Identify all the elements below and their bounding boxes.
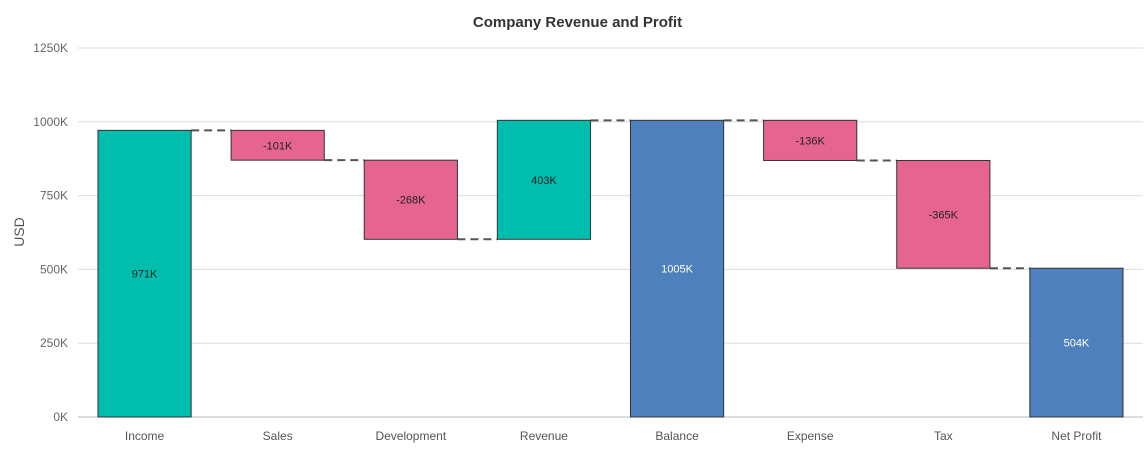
x-tick-label: Income bbox=[125, 429, 165, 443]
x-tick-label: Sales bbox=[263, 429, 293, 443]
bar-development[interactable] bbox=[363, 159, 458, 240]
y-axis-ticks: 0K 250K 500K 750K 1000K 1250K bbox=[33, 41, 68, 424]
x-tick-label: Balance bbox=[655, 429, 699, 443]
y-tick-label: 0K bbox=[53, 410, 68, 424]
data-label: 504K bbox=[1064, 338, 1090, 350]
bar-sales[interactable] bbox=[230, 129, 325, 161]
x-tick-label: Tax bbox=[934, 429, 953, 443]
y-tick-label: 1250K bbox=[33, 41, 68, 55]
y-tick-label: 250K bbox=[40, 336, 68, 350]
data-label: 403K bbox=[531, 175, 557, 187]
y-tick-label: 1000K bbox=[33, 115, 68, 129]
x-axis-ticks: Income Sales Development Revenue Balance Expe… bbox=[125, 429, 1102, 443]
x-tick-label: Development bbox=[375, 429, 446, 443]
x-tick-label: Net Profit bbox=[1051, 429, 1102, 443]
y-tick-label: 750K bbox=[40, 189, 68, 203]
chart-title: Company Revenue and Profit bbox=[472, 14, 683, 31]
data-labels: 971K -101K -268K 403K 1005K -136K -365K 504K bbox=[132, 135, 1090, 349]
x-tick-label: Expense bbox=[787, 429, 834, 443]
x-tick-label: Revenue bbox=[520, 429, 568, 443]
bar-tax[interactable] bbox=[896, 159, 991, 269]
data-label: -101K bbox=[263, 140, 293, 152]
bar-expense[interactable] bbox=[763, 119, 858, 161]
y-axis-label: USD bbox=[11, 217, 27, 247]
connector-lines bbox=[191, 119, 1030, 270]
data-label: 971K bbox=[132, 269, 158, 281]
bar-income[interactable] bbox=[97, 129, 192, 418]
data-label: 1005K bbox=[661, 264, 693, 276]
data-label: -365K bbox=[929, 209, 959, 221]
data-label: -268K bbox=[396, 195, 426, 207]
data-label: -136K bbox=[796, 135, 826, 147]
bar-revenue[interactable] bbox=[496, 119, 592, 240]
bar-balance[interactable] bbox=[629, 119, 725, 418]
bar-net-profit[interactable] bbox=[1029, 267, 1124, 418]
bars bbox=[97, 119, 1124, 418]
y-tick-label: 500K bbox=[40, 262, 68, 276]
